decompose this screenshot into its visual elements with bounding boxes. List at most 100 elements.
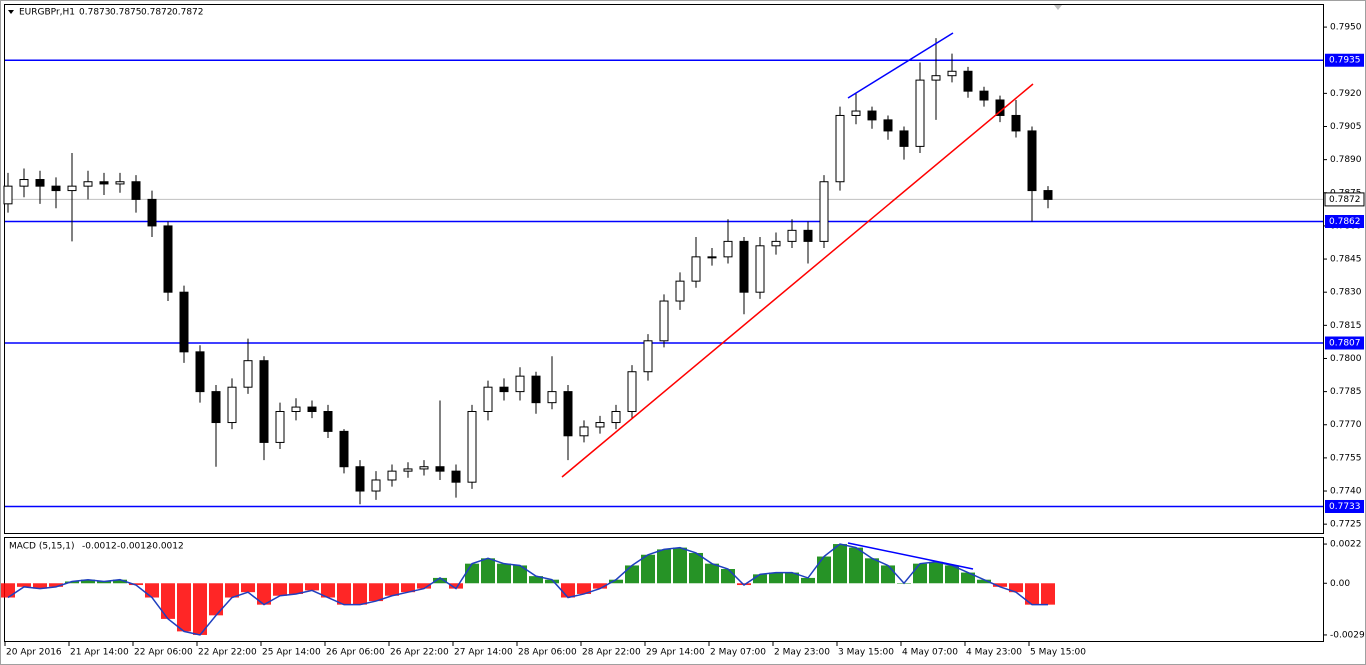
macd-bar <box>929 561 943 584</box>
trend-line <box>561 83 1034 478</box>
macd-bar <box>625 565 639 584</box>
macd-bar <box>433 577 447 584</box>
candle-body <box>355 466 365 492</box>
main-panel <box>4 4 1324 534</box>
candle-body <box>99 181 109 185</box>
drawn-objects <box>561 32 1034 570</box>
candle-body <box>899 130 909 147</box>
macd-bar <box>241 583 255 593</box>
macd-bar <box>881 565 895 584</box>
macd-bar <box>305 583 319 591</box>
y-tick-label: 0.7950 <box>1330 23 1362 33</box>
candle-body <box>3 185 13 205</box>
candle-body <box>563 391 573 437</box>
macd-bar <box>17 583 31 587</box>
y-tick-label: 0.7725 <box>1330 520 1362 530</box>
candle-body <box>1011 114 1021 132</box>
x-tick-label: 5 May 15:00 <box>1030 648 1086 658</box>
x-tick-label: 2 May 23:00 <box>774 648 830 658</box>
y-tick-label: 0.7785 <box>1330 387 1362 397</box>
candle-body <box>419 466 429 470</box>
candle-body <box>691 256 701 282</box>
macd-bar <box>609 579 623 584</box>
macd-bar <box>561 583 575 598</box>
candle-body <box>659 300 669 342</box>
candle-body <box>739 240 749 293</box>
y-tick-label: 0.7890 <box>1330 155 1362 165</box>
x-tick-label: 29 Apr 14:00 <box>646 648 705 658</box>
macd-bar <box>321 583 335 598</box>
macd-bar <box>113 579 127 584</box>
x-tick-label: 27 Apr 14:00 <box>454 648 513 658</box>
level-label: 0.7807 <box>1329 339 1361 349</box>
x-tick-label: 2 May 07:00 <box>710 648 766 658</box>
macd-bar <box>33 583 47 589</box>
macd-bar <box>209 583 223 616</box>
macd-bar <box>353 583 367 605</box>
menu-arrow <box>8 10 14 14</box>
macd-bar <box>369 583 383 602</box>
macd-bar <box>753 574 767 584</box>
macd-bar <box>481 558 495 584</box>
macd-bar <box>833 544 847 584</box>
macd-bar <box>193 583 207 635</box>
candle-body <box>259 360 269 443</box>
candle-body <box>371 479 381 492</box>
level-label-box <box>1325 336 1364 350</box>
candle-body <box>1043 190 1053 200</box>
divergence-line <box>847 32 954 99</box>
macd-bar <box>817 556 831 584</box>
macd-bar <box>1025 583 1039 605</box>
x-tick-label: 26 Apr 22:00 <box>390 648 449 658</box>
macd-bar <box>593 583 607 589</box>
candle-body <box>819 181 829 242</box>
scroll-marker <box>1054 5 1062 10</box>
macd-y-tick-label: 0.00 <box>1330 579 1350 589</box>
level-label-box <box>1325 215 1364 229</box>
macd-bar <box>801 577 815 584</box>
candle-body <box>595 422 605 428</box>
candle-body <box>547 391 557 404</box>
candle-body <box>675 280 685 302</box>
macd-bar <box>417 583 431 589</box>
macd-divergence-line <box>847 542 974 570</box>
candle-body <box>35 179 45 187</box>
high-value: 0.7875 <box>110 8 142 18</box>
macd-bar <box>977 579 991 584</box>
candle-body <box>867 110 877 121</box>
macd-bar <box>865 558 879 584</box>
level-label: 0.7733 <box>1329 502 1361 512</box>
candle-body <box>627 371 637 412</box>
candle-body <box>707 256 717 259</box>
level-label: 0.7862 <box>1329 217 1361 227</box>
candle-body <box>67 185 77 192</box>
macd-bar <box>161 583 175 619</box>
open-value: 0.7873 <box>79 8 111 18</box>
candle-body <box>931 75 941 81</box>
candle-body <box>803 229 813 242</box>
candle-body <box>515 375 525 393</box>
y-tick-label: 0.7800 <box>1330 354 1362 364</box>
candle-body <box>483 386 493 412</box>
macd-value: -0.0012 <box>149 542 184 552</box>
candle-body <box>387 470 397 481</box>
macd-bar <box>961 572 975 584</box>
macd-bar <box>769 572 783 584</box>
candle-body <box>163 225 173 293</box>
candle-body <box>947 70 957 77</box>
candle-body <box>1027 130 1037 192</box>
candle-body <box>339 430 349 468</box>
y-tick-label: 0.7740 <box>1330 487 1362 497</box>
candle-body <box>723 240 733 258</box>
macd-y-tick-label: -0.0029 <box>1330 630 1365 640</box>
macd-bar <box>273 583 287 596</box>
macd-bar <box>225 583 239 598</box>
y-tick-label: 0.7770 <box>1330 420 1362 430</box>
candle-body <box>307 406 317 412</box>
candle-body <box>579 426 589 437</box>
macd-bar <box>545 579 559 584</box>
y-tick-label: 0.7905 <box>1330 122 1362 132</box>
macd-bar <box>49 583 63 587</box>
current-price-box <box>1324 192 1365 207</box>
x-tick-label: 21 Apr 14:00 <box>70 648 129 658</box>
